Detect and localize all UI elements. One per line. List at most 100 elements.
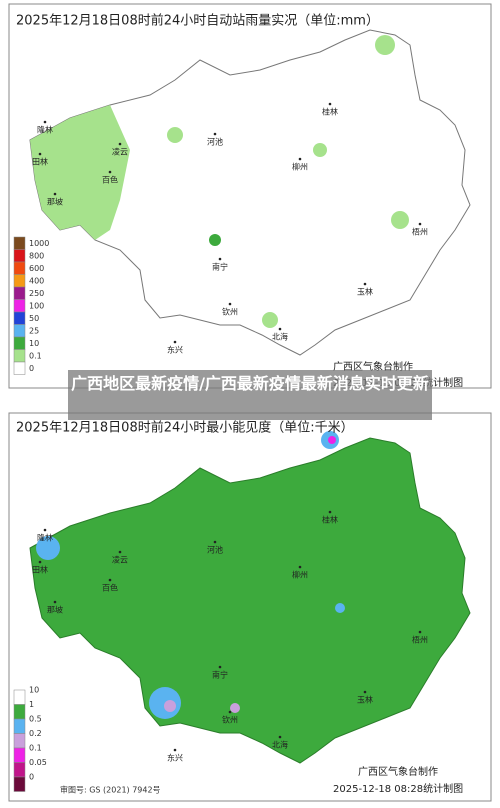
station bbox=[228, 302, 232, 306]
legend-swatch bbox=[13, 311, 26, 325]
dynamic: 10008006004002501005025100.10隆林田林那坡百色凌云河… bbox=[13, 102, 428, 792]
station bbox=[228, 710, 232, 714]
legend-swatch bbox=[13, 718, 26, 734]
station bbox=[38, 152, 42, 156]
legend-swatch bbox=[13, 261, 26, 275]
legend-label: 0 bbox=[29, 773, 34, 782]
legend-label: 10 bbox=[29, 686, 39, 695]
station bbox=[218, 665, 222, 669]
station bbox=[328, 102, 332, 106]
station bbox=[173, 340, 177, 344]
legend-label: 1000 bbox=[29, 239, 49, 248]
station bbox=[418, 630, 422, 634]
legend-label: 10 bbox=[29, 339, 39, 348]
overlay-caption: 广西地区最新疫情/广西最新疫情最新消息实时更新 bbox=[71, 374, 429, 393]
legend-swatch bbox=[13, 747, 26, 763]
legend-label: 25 bbox=[29, 326, 39, 335]
legend-label: 0.05 bbox=[29, 758, 47, 767]
legend-swatch bbox=[13, 762, 26, 778]
legend-swatch bbox=[13, 336, 26, 350]
station bbox=[328, 510, 332, 514]
place-label: 那坡 bbox=[47, 197, 63, 207]
place-label: 东兴 bbox=[167, 753, 183, 763]
place-label: 百色 bbox=[102, 175, 118, 185]
legend-label: 400 bbox=[29, 276, 44, 285]
place-label: 柳州 bbox=[292, 162, 308, 172]
place-label: 百色 bbox=[102, 583, 118, 593]
legend-swatch bbox=[13, 274, 26, 288]
panel-title: 2025年12月18日08时前24小时自动站雨量实况（单位:mm） bbox=[16, 13, 379, 29]
station bbox=[213, 540, 217, 544]
legend-swatch bbox=[13, 361, 26, 375]
legend-label: 250 bbox=[29, 289, 44, 298]
timestamp: 2025-12-18 08:28统计制图 bbox=[333, 782, 463, 795]
legend-label: 50 bbox=[29, 314, 39, 323]
legend-label: 0 bbox=[29, 364, 34, 373]
legend-swatch bbox=[13, 324, 26, 338]
station bbox=[53, 192, 57, 196]
credit: 广西区气象台制作 bbox=[358, 765, 438, 778]
legend-label: 0.1 bbox=[29, 351, 42, 360]
station bbox=[43, 120, 47, 124]
place-label: 桂林 bbox=[322, 107, 338, 117]
station bbox=[118, 142, 122, 146]
station bbox=[173, 748, 177, 752]
overlay-band bbox=[68, 370, 432, 420]
place-label: 梧州 bbox=[412, 635, 428, 645]
legend-label: 0.2 bbox=[29, 729, 42, 738]
place-label: 梧州 bbox=[412, 227, 428, 237]
place-label: 桂林 bbox=[322, 515, 338, 525]
place-label: 田林 bbox=[32, 157, 48, 167]
place-label: 玉林 bbox=[357, 287, 373, 297]
place-label: 隆林 bbox=[37, 125, 53, 135]
place-label: 田林 bbox=[32, 565, 48, 575]
visibility-map bbox=[29, 431, 471, 764]
legend-swatch bbox=[13, 776, 26, 792]
place-label: 玉林 bbox=[357, 695, 373, 705]
credit: 广西区气象台制作 bbox=[333, 360, 413, 373]
legend-label: 0.5 bbox=[29, 715, 42, 724]
place-label: 南宁 bbox=[212, 670, 228, 680]
place-label: 柳州 bbox=[292, 570, 308, 580]
place-label: 隆林 bbox=[37, 533, 53, 543]
place-label: 钦州 bbox=[222, 715, 238, 725]
station bbox=[213, 132, 217, 136]
legend-swatch bbox=[13, 286, 26, 300]
legend-label: 600 bbox=[29, 264, 44, 273]
panel-title: 2025年12月18日08时前24小时最小能见度（单位:千米） bbox=[16, 420, 354, 436]
place-label: 河池 bbox=[207, 137, 223, 147]
place-label: 那坡 bbox=[47, 605, 63, 615]
legend-swatch bbox=[13, 689, 26, 705]
station bbox=[363, 282, 367, 286]
legend-label: 0.1 bbox=[29, 744, 42, 753]
place-label: 南宁 bbox=[212, 262, 228, 272]
station bbox=[43, 528, 47, 532]
legend-swatch bbox=[13, 733, 26, 749]
rain-map bbox=[29, 29, 471, 356]
legend-label: 100 bbox=[29, 301, 44, 310]
legend-swatch bbox=[13, 299, 26, 313]
station bbox=[118, 550, 122, 554]
place-label: 北海 bbox=[272, 332, 288, 342]
station bbox=[278, 327, 282, 331]
overlay: 广西地区最新疫情/广西最新疫情最新消息实时更新 bbox=[71, 374, 429, 393]
station bbox=[108, 170, 112, 174]
legend-swatch bbox=[13, 704, 26, 720]
station bbox=[298, 565, 302, 569]
station bbox=[298, 157, 302, 161]
place-label: 凌云 bbox=[112, 147, 128, 157]
place-label: 钦州 bbox=[222, 307, 238, 317]
station bbox=[418, 222, 422, 226]
place-label: 北海 bbox=[272, 740, 288, 750]
legend-label: 800 bbox=[29, 251, 44, 260]
station bbox=[53, 600, 57, 604]
station bbox=[108, 578, 112, 582]
station bbox=[363, 690, 367, 694]
legend-swatch bbox=[13, 236, 26, 250]
place-label: 凌云 bbox=[112, 555, 128, 565]
station bbox=[218, 257, 222, 261]
legend-label: 1 bbox=[29, 700, 34, 709]
station bbox=[38, 560, 42, 564]
place-label: 东兴 bbox=[167, 345, 183, 355]
